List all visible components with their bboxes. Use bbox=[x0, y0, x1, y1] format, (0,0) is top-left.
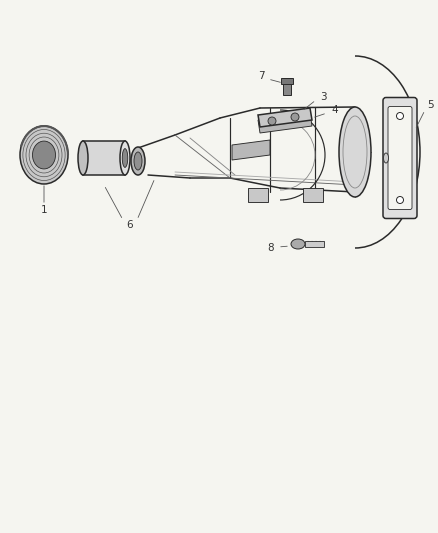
Ellipse shape bbox=[134, 152, 142, 170]
Ellipse shape bbox=[396, 112, 403, 119]
Polygon shape bbox=[83, 141, 125, 175]
Polygon shape bbox=[305, 241, 324, 247]
Ellipse shape bbox=[291, 239, 305, 249]
Ellipse shape bbox=[339, 107, 371, 197]
Polygon shape bbox=[281, 78, 293, 84]
Ellipse shape bbox=[78, 141, 88, 175]
FancyBboxPatch shape bbox=[383, 98, 417, 219]
FancyBboxPatch shape bbox=[388, 107, 412, 209]
Polygon shape bbox=[283, 78, 291, 95]
Text: 1: 1 bbox=[41, 205, 47, 215]
Text: 8: 8 bbox=[268, 243, 274, 253]
Ellipse shape bbox=[291, 113, 299, 121]
Text: 3: 3 bbox=[320, 92, 326, 102]
Text: 6: 6 bbox=[127, 220, 133, 230]
Polygon shape bbox=[248, 188, 268, 202]
Text: 7: 7 bbox=[258, 71, 264, 81]
Ellipse shape bbox=[120, 141, 130, 175]
Text: 4: 4 bbox=[332, 105, 338, 115]
Ellipse shape bbox=[268, 117, 276, 125]
Polygon shape bbox=[232, 140, 270, 160]
Polygon shape bbox=[303, 188, 323, 202]
Ellipse shape bbox=[122, 149, 128, 167]
Text: 5: 5 bbox=[427, 100, 433, 110]
Ellipse shape bbox=[384, 153, 389, 163]
Ellipse shape bbox=[131, 147, 145, 175]
Ellipse shape bbox=[20, 126, 68, 184]
Ellipse shape bbox=[396, 197, 403, 204]
Polygon shape bbox=[258, 113, 312, 133]
Polygon shape bbox=[258, 108, 312, 127]
Ellipse shape bbox=[32, 141, 56, 169]
